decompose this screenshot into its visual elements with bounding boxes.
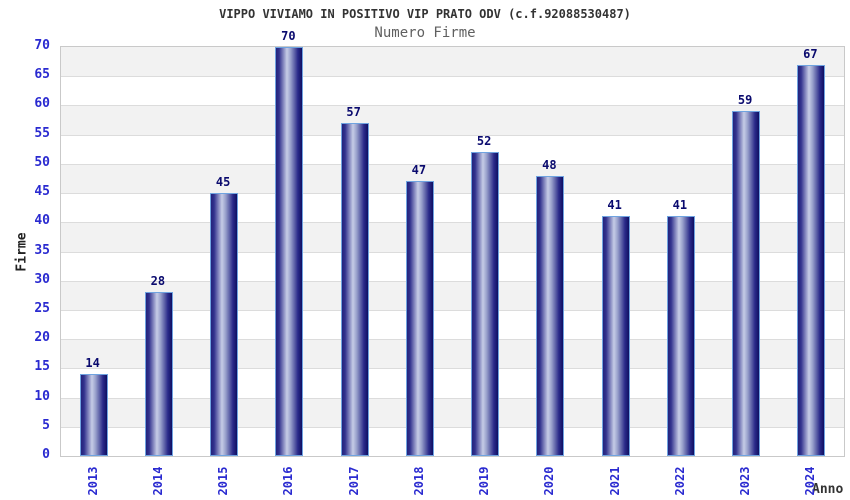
gridline xyxy=(61,368,844,370)
y-tick-label: 5 xyxy=(42,417,50,433)
background-band xyxy=(61,47,844,77)
bar-value-label: 70 xyxy=(281,29,296,43)
y-tick-label: 70 xyxy=(34,38,50,53)
background-band xyxy=(61,222,844,252)
bar xyxy=(275,47,304,456)
x-tick-label: 2021 xyxy=(607,466,622,496)
y-tick-label: 65 xyxy=(34,67,50,83)
gridline xyxy=(61,426,844,428)
y-tick-label: 40 xyxy=(34,213,50,229)
background-band xyxy=(61,280,844,310)
plot-area xyxy=(60,46,845,457)
bar xyxy=(471,152,500,456)
y-tick-label: 35 xyxy=(34,242,50,258)
bar xyxy=(666,216,695,456)
x-tick-label: 2024 xyxy=(803,466,818,496)
gridline xyxy=(61,397,844,399)
bar xyxy=(536,175,565,456)
bar-value-label: 59 xyxy=(737,93,753,108)
background-band xyxy=(61,426,844,456)
background-band xyxy=(61,163,844,194)
bar xyxy=(144,292,173,456)
y-tick-label: 45 xyxy=(34,184,50,200)
bar xyxy=(797,64,826,456)
bar xyxy=(732,111,761,456)
bar xyxy=(601,216,630,456)
background-band xyxy=(61,193,844,223)
y-tick-label: 15 xyxy=(34,359,50,375)
background-band xyxy=(61,105,844,135)
gridline xyxy=(61,309,844,311)
x-tick-label: 2022 xyxy=(672,466,687,496)
y-tick-label: 50 xyxy=(34,154,50,170)
bar-value-label: 41 xyxy=(607,198,622,213)
bar-value-label: 41 xyxy=(672,198,688,213)
background-band xyxy=(61,134,844,164)
bar-value-label: 67 xyxy=(803,46,818,61)
gridline xyxy=(61,76,844,78)
bar-value-label: 28 xyxy=(150,274,166,289)
gridline xyxy=(61,163,844,165)
background-band xyxy=(61,368,844,398)
y-tick-label: 10 xyxy=(34,388,50,404)
gridline xyxy=(61,222,844,224)
gridline xyxy=(61,134,844,136)
x-tick-label: 2013 xyxy=(85,466,100,496)
y-tick-label: 30 xyxy=(34,271,50,287)
bar-value-label: 52 xyxy=(476,134,492,149)
background-band xyxy=(61,309,844,340)
x-axis-title: Anno xyxy=(812,482,844,497)
background-band xyxy=(61,251,844,281)
x-tick-label: 2023 xyxy=(738,466,753,496)
y-tick-label: 55 xyxy=(34,125,50,141)
background-band xyxy=(61,339,844,369)
bar xyxy=(340,122,369,456)
x-tick-label: 2019 xyxy=(477,466,492,496)
bar-value-label: 57 xyxy=(346,104,361,119)
y-tick-label: 20 xyxy=(34,330,50,346)
bar-value-label: 48 xyxy=(542,157,557,172)
x-tick-label: 2016 xyxy=(281,466,296,496)
gridline xyxy=(61,339,844,341)
bar xyxy=(210,193,239,456)
x-tick-label: 2014 xyxy=(150,466,165,496)
chart-subtitle: Numero Firme xyxy=(374,25,476,41)
x-tick-label: 2015 xyxy=(216,466,231,496)
x-tick-label: 2018 xyxy=(411,466,426,496)
y-tick-label: 0 xyxy=(42,447,50,462)
bar-value-label: 45 xyxy=(215,175,231,190)
bar xyxy=(79,374,108,456)
background-band xyxy=(61,397,844,427)
chart-title: VIPPO VIVIAMO IN POSITIVO VIP PRATO ODV … xyxy=(219,7,631,21)
gridline xyxy=(61,193,844,195)
bar-value-label: 47 xyxy=(411,163,427,178)
y-tick-label: 60 xyxy=(34,96,50,112)
gridline xyxy=(61,105,844,107)
y-tick-label: 25 xyxy=(34,300,50,316)
gridline xyxy=(61,251,844,253)
x-tick-label: 2017 xyxy=(346,466,361,496)
bar-value-label: 14 xyxy=(85,356,100,371)
background-band xyxy=(61,76,844,106)
x-tick-label: 2020 xyxy=(542,466,557,496)
bar xyxy=(405,181,434,456)
gridline xyxy=(61,280,844,282)
